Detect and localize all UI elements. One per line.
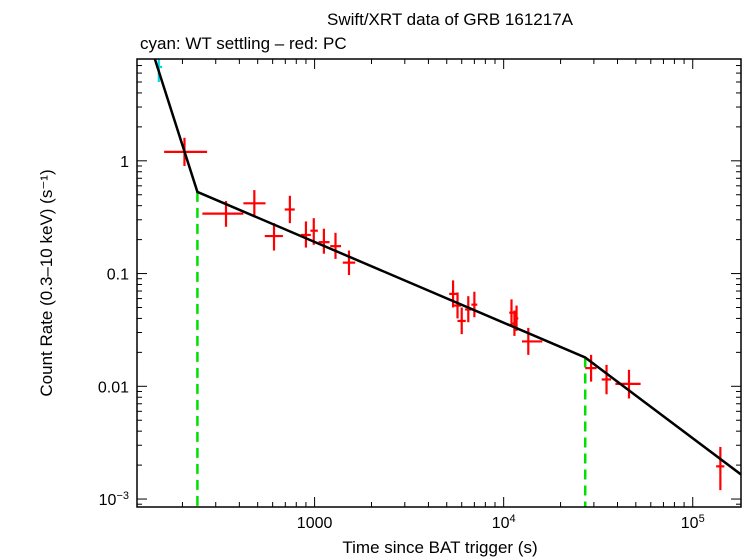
- plot-area: 1000 104 105 1 0.1 0.01 10−3: [98, 58, 742, 532]
- y-tick-label: 0.1: [107, 267, 129, 284]
- x-tick-label: 104: [492, 513, 516, 532]
- y-tick-label: 10−3: [99, 490, 129, 509]
- plot-frame: [136, 58, 742, 508]
- y-tick-label: 0.01: [98, 379, 129, 396]
- x-tick-label: 105: [681, 513, 705, 532]
- series-pc: [164, 137, 725, 491]
- chart-title: Swift/XRT data of GRB 161217A: [327, 10, 574, 29]
- model-fit-line: [153, 59, 741, 476]
- y-tick-label: 1: [120, 154, 129, 171]
- x-axis-label: Time since BAT trigger (s): [342, 538, 537, 557]
- x-axis-ticks: 1000 104 105: [181, 59, 705, 532]
- chart-subtitle: cyan: WT settling – red: PC: [140, 34, 347, 53]
- y-axis-label: Count Rate (0.3–10 keV) (s⁻¹): [37, 169, 56, 396]
- y-axis-ticks: 1 0.1 0.01 10−3: [98, 58, 741, 509]
- x-tick-label: 1000: [297, 515, 333, 532]
- plot-interior: [153, 59, 741, 507]
